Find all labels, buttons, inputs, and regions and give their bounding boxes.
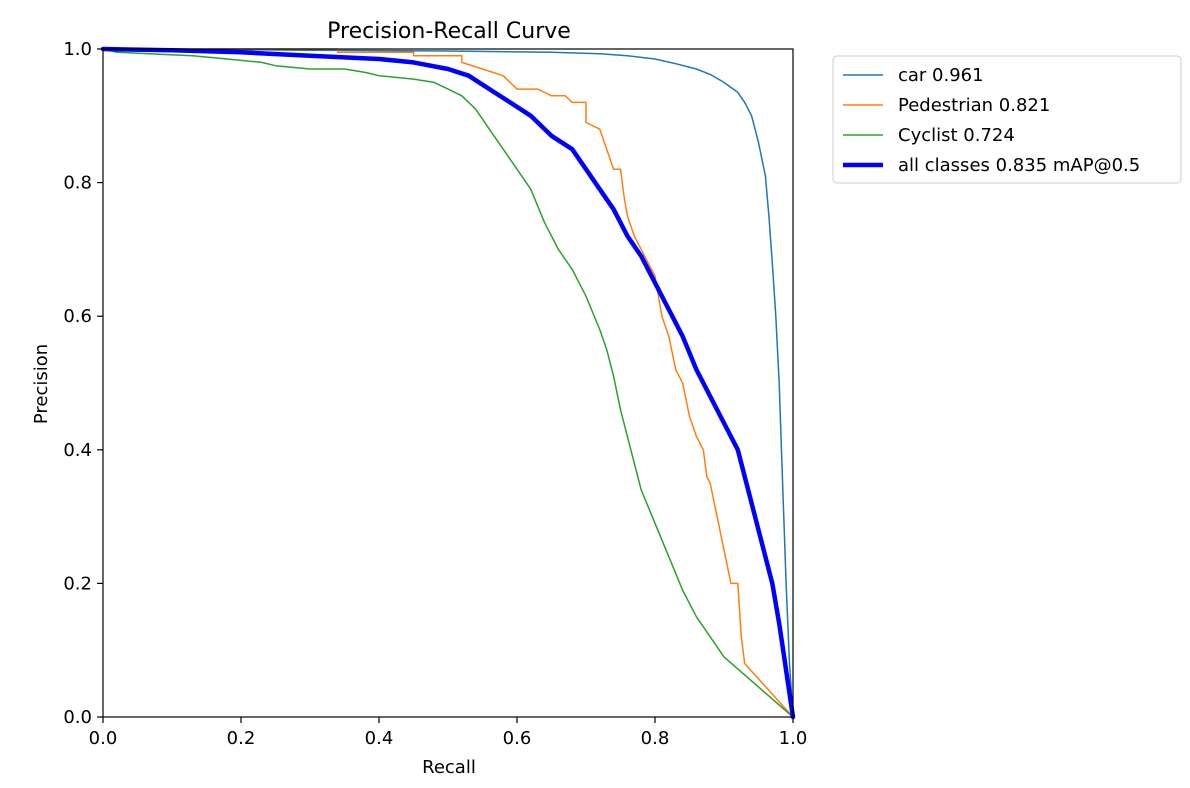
legend-label-3: all classes 0.835 mAP@0.5 — [898, 155, 1140, 176]
x-tick-label: 1.0 — [779, 728, 808, 749]
series-line-2 — [102, 48, 794, 718]
series-line-0 — [102, 48, 794, 718]
x-axis-ticks: 0.0 0.2 0.4 0.6 0.8 1.0 — [89, 717, 808, 749]
series-lines — [100, 46, 796, 720]
plot-area-frame — [102, 48, 794, 718]
legend: car 0.961 Pedestrian 0.821 Cyclist 0.724 al… — [832, 55, 1182, 184]
legend-label-2: Cyclist 0.724 — [898, 125, 1015, 146]
series-line-1 — [102, 48, 794, 718]
y-tick-label: 0.4 — [63, 440, 92, 461]
y-axis-label: Precision — [31, 344, 52, 424]
y-axis-ticks: 0.0 0.2 0.4 0.6 0.8 1.0 — [63, 39, 103, 728]
legend-frame — [832, 55, 1182, 184]
y-tick-label: 0.0 — [63, 707, 92, 728]
legend-label-1: Pedestrian 0.821 — [898, 95, 1050, 116]
y-tick-label: 0.8 — [63, 173, 92, 194]
x-tick-label: 0.8 — [641, 728, 670, 749]
x-tick-label: 0.2 — [227, 728, 256, 749]
x-axis-label: Recall — [422, 757, 476, 778]
y-tick-label: 1.0 — [63, 39, 92, 60]
series-line-3 — [100, 46, 796, 720]
y-tick-label: 0.6 — [63, 306, 92, 327]
x-tick-label: 0.0 — [89, 728, 118, 749]
y-tick-label: 0.2 — [63, 573, 92, 594]
x-tick-label: 0.6 — [503, 728, 532, 749]
x-tick-label: 0.4 — [365, 728, 394, 749]
legend-label-0: car 0.961 — [898, 65, 984, 86]
chart-title: Precision-Recall Curve — [327, 19, 571, 44]
